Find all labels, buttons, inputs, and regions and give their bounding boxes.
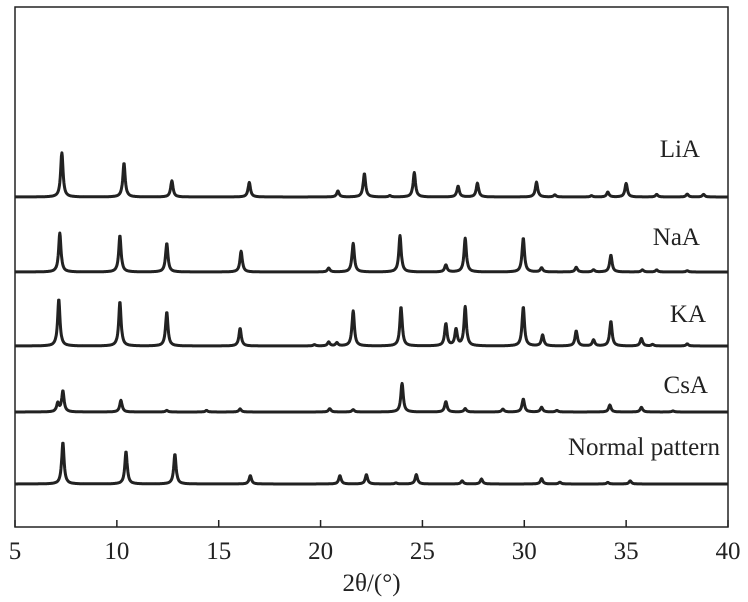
x-tick-label: 25 — [410, 538, 435, 565]
x-tick-label: 35 — [614, 538, 639, 565]
series-label-csa: CsA — [664, 372, 708, 399]
series-line-csa — [13, 381, 730, 414]
x-tick-label: 20 — [308, 538, 333, 565]
plot-frame — [14, 6, 729, 528]
x-tick-label: 10 — [104, 538, 129, 565]
series-line-lia — [13, 151, 730, 199]
series-label-normal-pattern: Normal pattern — [568, 434, 721, 461]
x-tick-label: 15 — [206, 538, 231, 565]
series-label-ka: KA — [670, 301, 706, 328]
x-tick-label: 40 — [716, 538, 741, 565]
series-line-naa — [13, 231, 730, 274]
series-line-normal-pattern — [13, 441, 730, 486]
series-label-naa: NaA — [653, 224, 700, 251]
x-tick-label: 5 — [9, 538, 22, 565]
x-axis-label: 2θ/(°) — [342, 570, 400, 597]
series-lines — [13, 151, 730, 486]
series-line-ka — [13, 298, 730, 348]
series-label-lia: LiA — [660, 136, 700, 163]
x-axis-ticks: 5 10 15 20 25 30 35 40 — [9, 520, 741, 565]
series-labels: LiA NaA KA CsA Normal pattern — [568, 136, 721, 461]
x-tick-label: 30 — [512, 538, 537, 565]
